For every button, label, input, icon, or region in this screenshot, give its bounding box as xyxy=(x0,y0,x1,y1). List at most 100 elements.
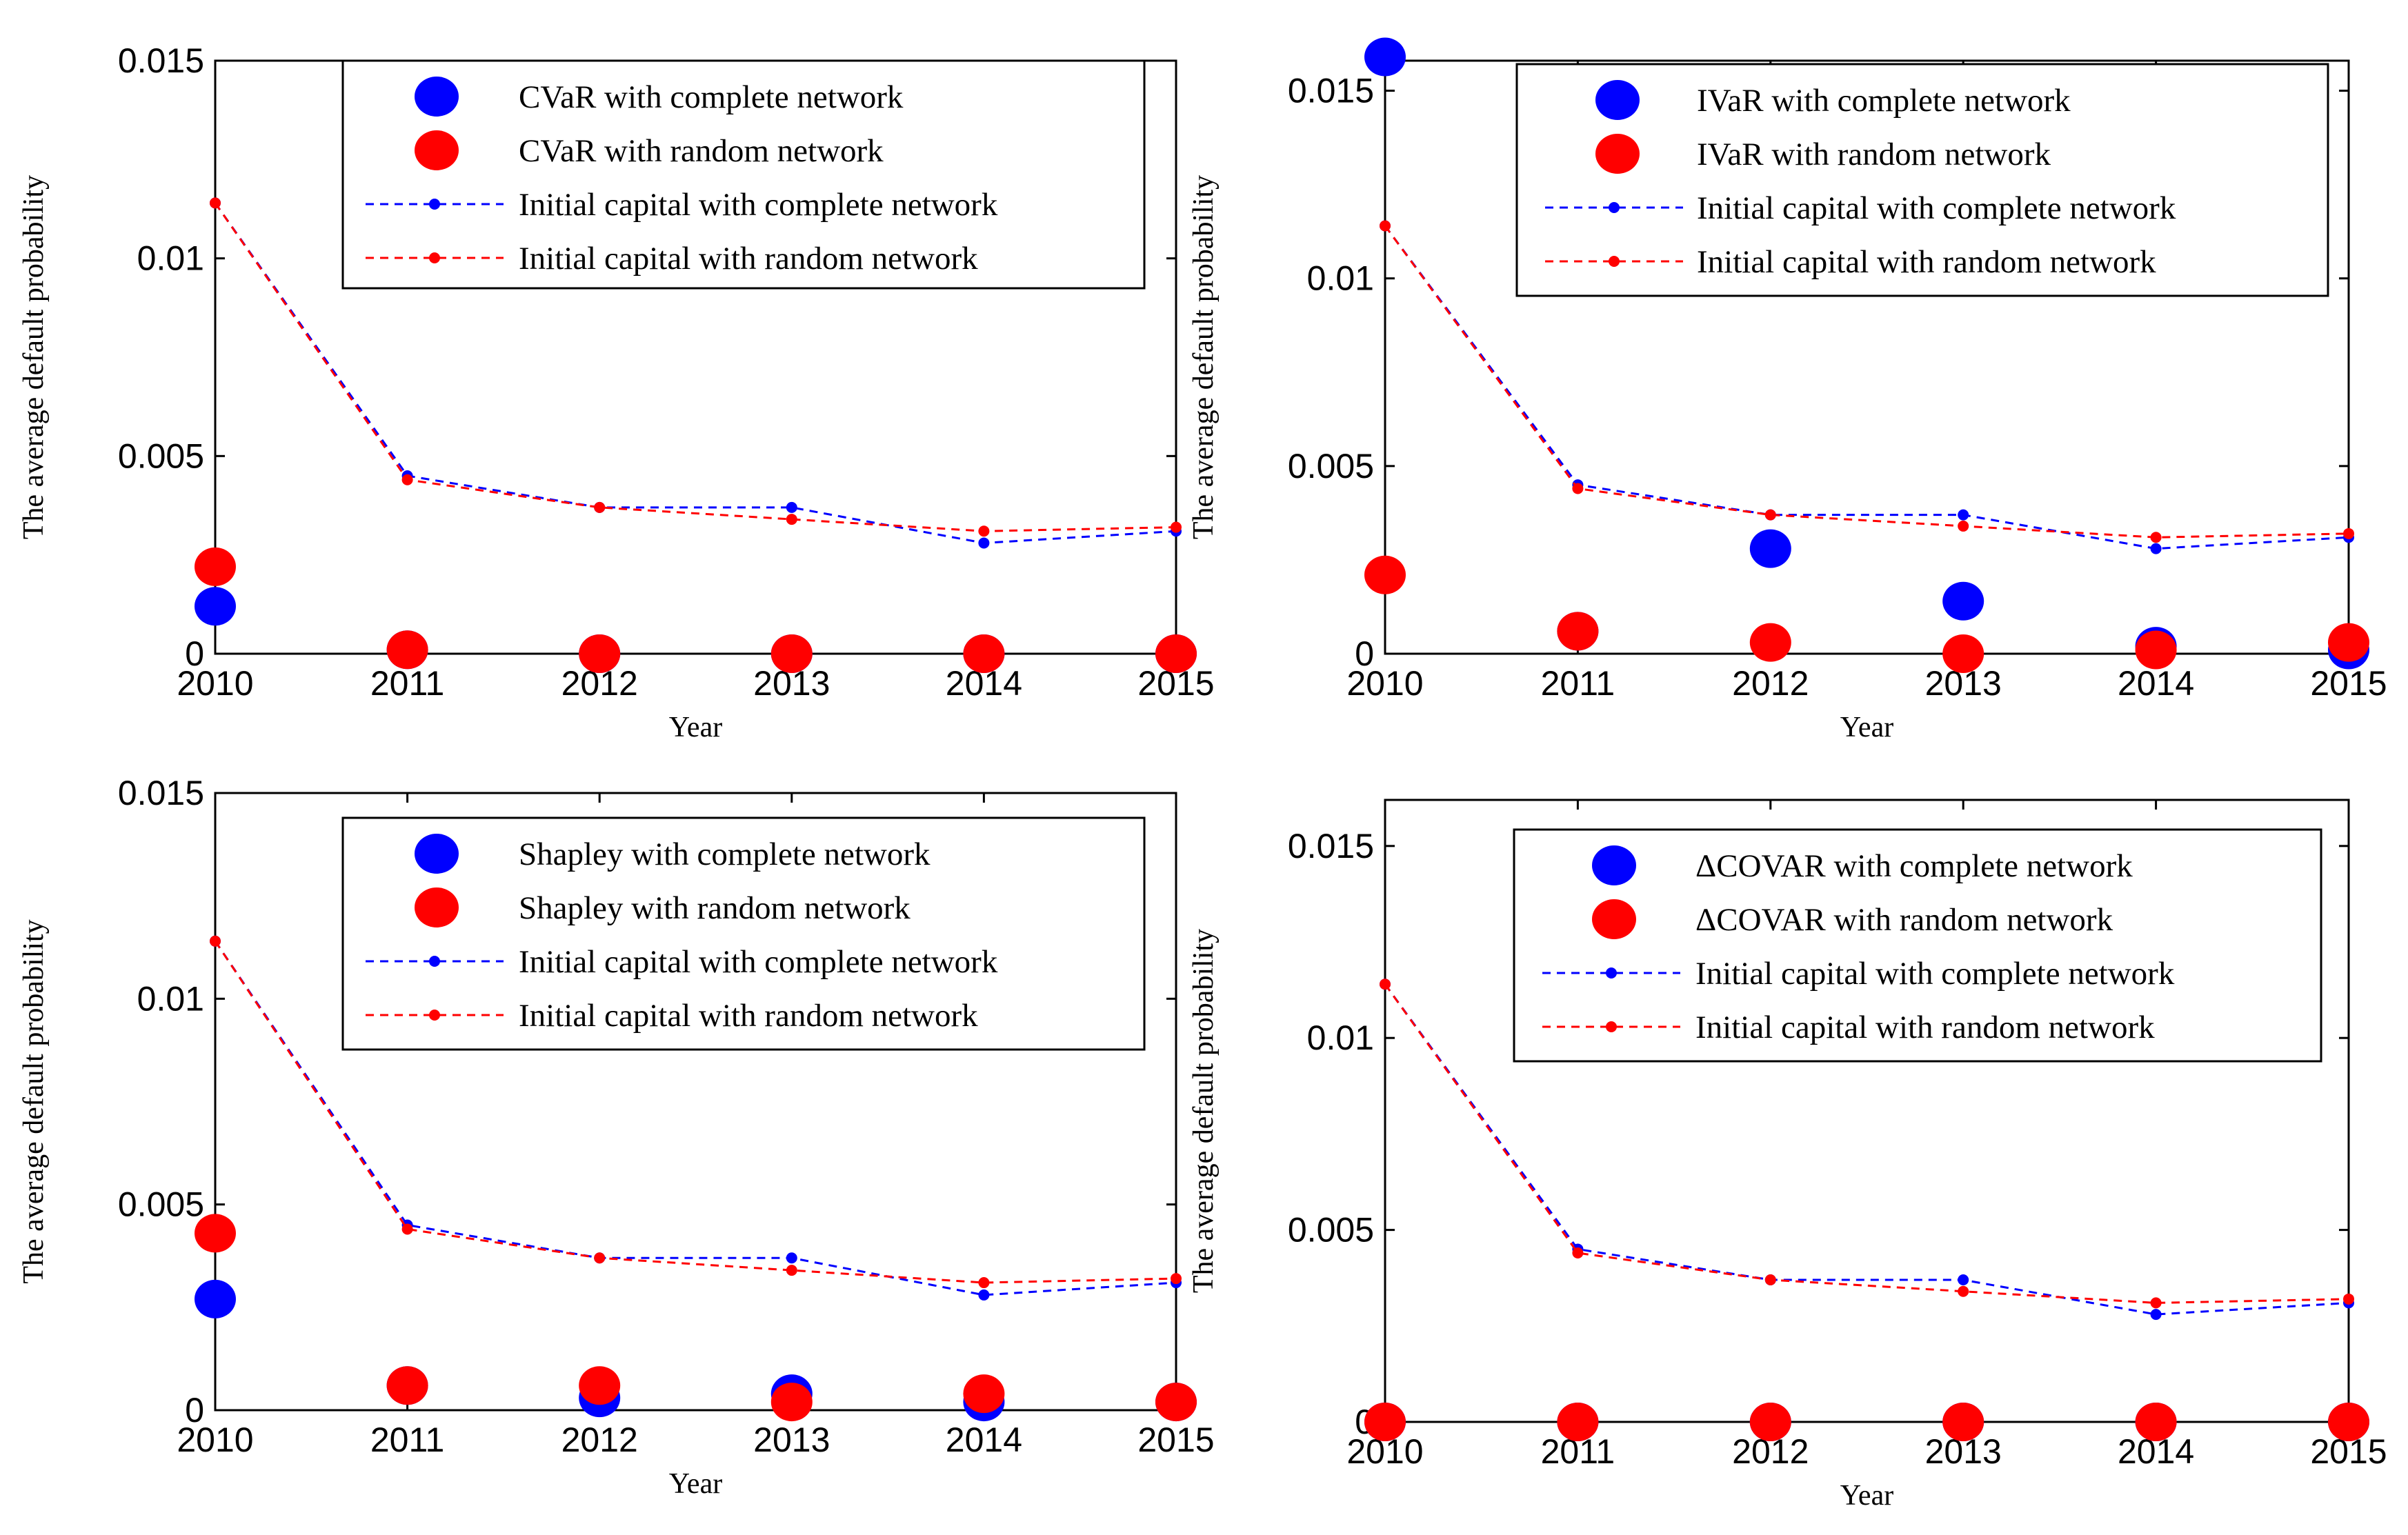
line-point xyxy=(1764,509,1776,521)
series-line-3 xyxy=(214,940,1177,1284)
x-axis-label: Year xyxy=(669,1468,722,1500)
legend-label: Initial capital with complete network xyxy=(519,187,998,223)
line-point xyxy=(2343,528,2354,539)
plot-frame xyxy=(214,792,1177,1412)
scatter-point xyxy=(770,1383,813,1422)
scatter-point xyxy=(1942,634,1984,673)
line-point xyxy=(1958,520,1969,532)
scatter-point xyxy=(1749,1403,1791,1441)
scatter-point xyxy=(963,634,1005,673)
plot-frame xyxy=(1384,799,2350,1423)
scatter-point xyxy=(195,547,236,586)
line-point xyxy=(2150,1297,2162,1309)
legend-marker xyxy=(415,130,459,170)
scatter-point xyxy=(195,1279,236,1318)
legend-label: ΔCOVAR with random network xyxy=(1695,902,2113,938)
scatter-point xyxy=(1155,634,1197,673)
legend-line-point xyxy=(429,1010,440,1021)
legend-label: Initial capital with random network xyxy=(1695,1010,2155,1045)
chart-panel-3: 2010 2011 2012 2013 2014 2015 0 0.005 0.01 0.015 Y… xyxy=(18,774,1215,1500)
x-tick-label: 2010 xyxy=(177,664,253,703)
chart-panel-2: 2010 2011 2012 2013 2014 201500.0050.010.015Y… xyxy=(1188,37,2387,743)
series-line-2 xyxy=(214,202,1177,544)
line-point xyxy=(1380,979,1391,990)
y-tick-label: 0.005 xyxy=(1288,1211,1374,1250)
scatter-point xyxy=(1942,1403,1984,1441)
legend-label: Initial capital with random network xyxy=(519,241,978,277)
legend-marker xyxy=(415,834,459,874)
legend-marker xyxy=(1592,899,1636,939)
y-axis-label: The average default probability xyxy=(1188,175,1220,539)
x-tick-label: 2011 xyxy=(1541,664,1615,703)
y-axis-label: The average default probability xyxy=(18,175,50,539)
legend-label: ΔCOVAR with complete network xyxy=(1695,848,2133,884)
line-point xyxy=(978,525,990,537)
scatter-point xyxy=(195,587,236,626)
x-axis-label: Year xyxy=(1840,712,1893,743)
scatter-point xyxy=(1557,1403,1599,1441)
y-tick-label: 0.01 xyxy=(1307,1019,1374,1057)
line-point xyxy=(1171,1273,1182,1285)
series-line-3 xyxy=(214,202,1177,532)
line-point xyxy=(2343,1293,2354,1305)
legend-line-point xyxy=(429,956,440,967)
scatter-point xyxy=(2135,1403,2177,1441)
line-point xyxy=(2150,532,2162,543)
line-point xyxy=(1572,1247,1584,1259)
line-point xyxy=(594,501,606,513)
y-tick-label: 0.01 xyxy=(137,239,204,278)
scatter-point xyxy=(963,1374,1005,1414)
legend-label: Shapley with complete network xyxy=(519,836,931,872)
x-tick-label: 2015 xyxy=(1137,1421,1214,1459)
y-axis-label: The average default probability xyxy=(1188,929,1220,1293)
y-tick-label: 0.01 xyxy=(1307,259,1374,298)
line-point xyxy=(401,474,413,485)
legend-label: Shapley with random network xyxy=(519,890,911,926)
y-tick-label: 0.005 xyxy=(118,1185,204,1224)
chart-panel-4: 20102011201220132014201500.0050.010.015Y… xyxy=(1188,799,2387,1512)
y-tick-label: 0.01 xyxy=(137,979,204,1018)
legend-line-point xyxy=(1609,202,1620,213)
line-point xyxy=(1958,509,1969,521)
line-point xyxy=(786,1252,797,1264)
series-line-2 xyxy=(1384,983,2349,1316)
y-tick-label: 0 xyxy=(185,634,204,673)
scatter-point xyxy=(1749,623,1791,662)
scatter-point xyxy=(1155,1383,1197,1422)
line-point xyxy=(210,197,221,209)
legend-marker xyxy=(1595,80,1640,120)
scatter-point xyxy=(770,634,813,673)
line-point xyxy=(401,1223,413,1235)
legend-line-point xyxy=(1609,256,1620,267)
y-tick-label: 0 xyxy=(185,1391,204,1429)
line-point xyxy=(786,501,797,513)
legend-line-point xyxy=(1606,967,1617,979)
legend-label: IVaR with random network xyxy=(1697,137,2051,172)
x-tick-label: 2014 xyxy=(946,1421,1022,1459)
legend-box xyxy=(341,816,1146,1051)
scatter-point xyxy=(579,1366,621,1405)
line-point xyxy=(978,537,990,549)
legend-marker xyxy=(415,77,459,117)
scatter-point xyxy=(386,630,428,670)
line-point xyxy=(1380,220,1391,232)
x-axis-label: Year xyxy=(669,712,722,743)
legend-line-point xyxy=(429,252,440,263)
line-point xyxy=(1572,483,1584,494)
legend-marker xyxy=(1592,845,1636,885)
line-point xyxy=(2150,543,2162,554)
scatter-point xyxy=(579,634,621,673)
legend-line-point xyxy=(429,199,440,210)
line-point xyxy=(786,514,797,525)
line-point xyxy=(1171,521,1182,533)
y-tick-label: 0.015 xyxy=(118,41,204,80)
series-line-2 xyxy=(214,940,1177,1296)
line-point xyxy=(1764,1274,1776,1285)
scatter-point xyxy=(2135,630,2177,670)
line-point xyxy=(1958,1285,1969,1297)
x-tick-label: 2012 xyxy=(561,1421,638,1459)
chart-panel-1: 2010 2011 2012 2013 2014 201500.0050.010.015Y… xyxy=(18,41,1215,743)
x-tick-label: 2010 xyxy=(1346,664,1423,703)
legend-label: Initial capital with random network xyxy=(1697,244,2156,280)
legend-label: CVaR with complete network xyxy=(519,79,904,115)
